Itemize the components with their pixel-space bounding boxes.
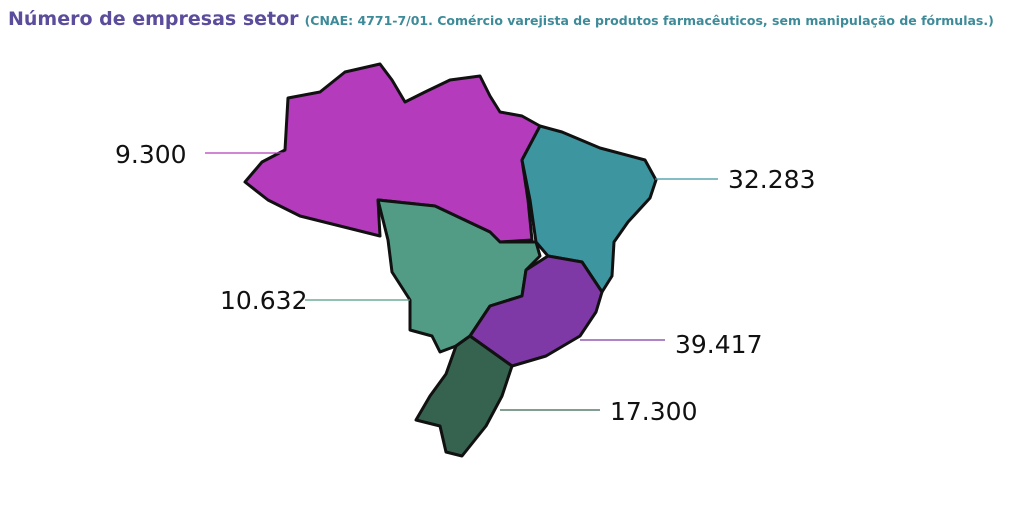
region-value: 10.632 <box>220 286 307 315</box>
region-south <box>414 334 514 458</box>
region-value: 9.300 <box>115 140 187 169</box>
region-southeast <box>468 254 604 368</box>
region-northeast <box>520 124 658 294</box>
region-value: 32.283 <box>728 165 815 194</box>
region-value: 17.300 <box>610 397 697 426</box>
title-line: Número de empresas setor (CNAE: 4771-7/01… <box>8 8 994 30</box>
subtitle: (CNAE: 4771-7/01. Comércio varejista de … <box>305 13 994 28</box>
region-north <box>243 62 542 244</box>
title: Número de empresas setor <box>8 8 299 30</box>
region-value: 39.417 <box>675 330 762 359</box>
